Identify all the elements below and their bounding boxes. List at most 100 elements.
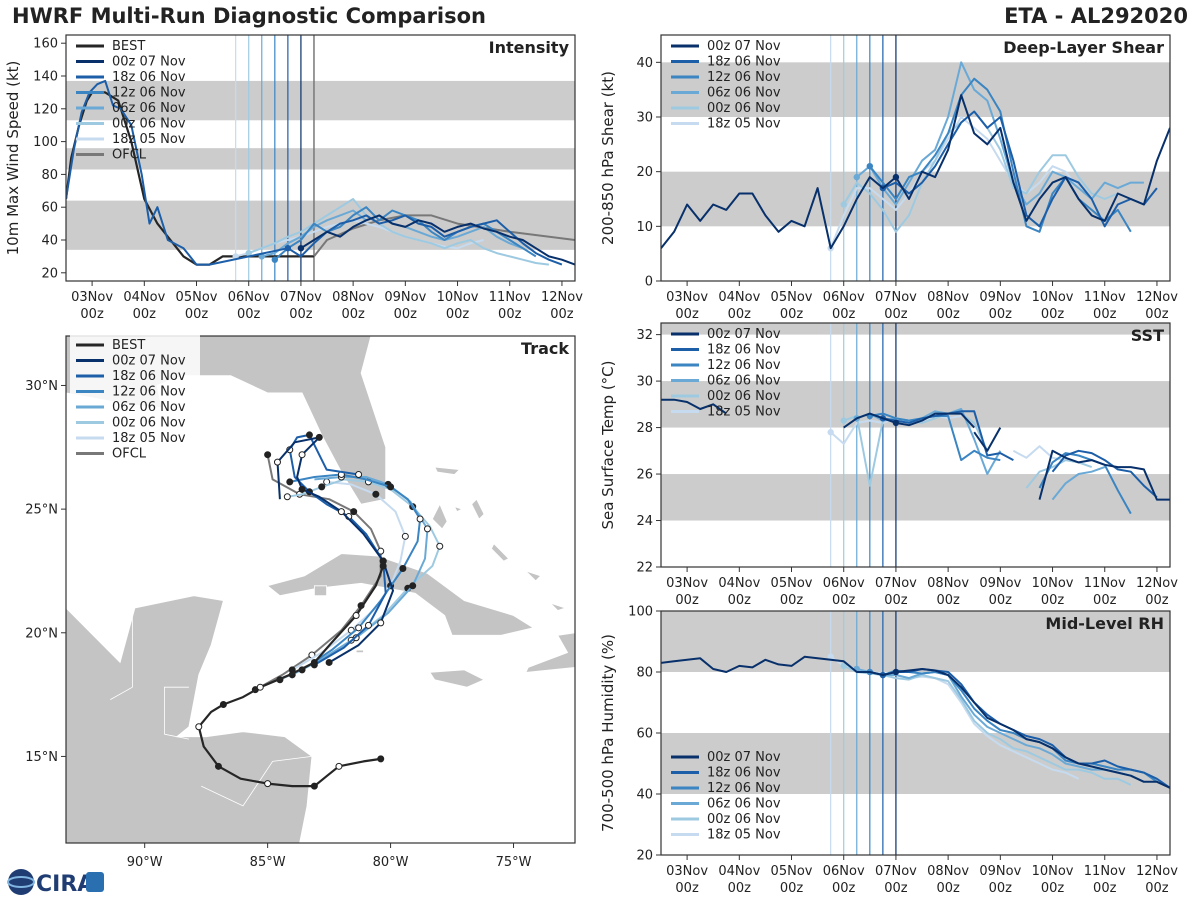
- y-tick-label: 15°N: [25, 750, 58, 765]
- threshold-band: [661, 62, 1170, 117]
- x-tick-label-date: 09Nov: [979, 864, 1021, 879]
- legend-label: 18z 06 Nov: [112, 369, 186, 384]
- y-axis-label: 200-850 hPa Shear (kt): [599, 71, 617, 245]
- panel-title: Deep-Layer Shear: [1003, 38, 1164, 57]
- series-track-marker: [325, 658, 333, 666]
- threshold-band: [661, 323, 1170, 335]
- series-track-marker: [318, 483, 326, 491]
- threshold-band: [661, 474, 1170, 521]
- x-tick-label-date: 08Nov: [927, 576, 969, 591]
- shear-panel: 0 10 20 30 40 03Nov 00z 04Nov 00z 05Nov 00z 06Nov 00…: [599, 34, 1178, 322]
- init-marker: [271, 256, 279, 263]
- land-shape: [471, 498, 485, 520]
- series-track-marker: [286, 478, 294, 486]
- axes-frame: [65, 335, 576, 844]
- x-tick-label-date: 07Nov: [280, 290, 322, 305]
- land-shape: [313, 585, 328, 597]
- y-tick-label: 25°N: [25, 503, 58, 518]
- legend-label: 12z 06 Nov: [112, 86, 186, 101]
- ofcl-track-marker: [350, 508, 358, 516]
- series-track-marker: [298, 485, 306, 493]
- x-tick-label-hour: 00z: [675, 307, 699, 322]
- series-track-marker: [377, 619, 385, 627]
- x-tick-label-hour: 00z: [936, 593, 960, 608]
- init-marker: [297, 245, 305, 252]
- y-tick-label: 20: [41, 266, 58, 281]
- land-shape: [550, 602, 567, 611]
- x-tick-label-hour: 00z: [1145, 593, 1169, 608]
- cira-logo: CIRA: [7, 869, 104, 897]
- series-line: [856, 668, 1145, 783]
- page-title: HWRF Multi-Run Diagnostic Comparison: [12, 4, 487, 28]
- legend-label: 12z 06 Nov: [707, 70, 781, 85]
- x-tick-label-hour: 00z: [289, 307, 313, 322]
- legend-label: 18z 06 Nov: [707, 343, 781, 358]
- best-track-marker: [256, 683, 264, 691]
- series-track-marker: [337, 508, 345, 516]
- init-marker: [827, 653, 834, 660]
- best-track-marker: [195, 723, 203, 731]
- axes-frame: [660, 34, 1171, 282]
- x-tick-label-hour: 00z: [1093, 593, 1117, 608]
- x-tick-label-date: 06Nov: [228, 290, 270, 305]
- y-tick-label: 26: [636, 468, 653, 483]
- x-tick-label-hour: 00z: [989, 307, 1013, 322]
- y-tick-label: 40: [41, 234, 58, 249]
- legend-label: 06z 06 Nov: [707, 86, 781, 101]
- y-axis-label: Sea Surface Temp (°C): [599, 360, 617, 529]
- best-track-marker: [352, 611, 360, 619]
- legend-label: 00z 06 Nov: [112, 416, 186, 431]
- boundary-line: [201, 756, 312, 807]
- series-line: [661, 94, 1170, 250]
- legend-label: 00z 07 Nov: [707, 750, 781, 765]
- x-tick-label-date: 12Nov: [1136, 290, 1178, 305]
- legend-label: 18z 05 Nov: [707, 405, 781, 420]
- legend-label: 00z 07 Nov: [112, 354, 186, 369]
- x-tick-label-date: 03Nov: [666, 576, 708, 591]
- series-track-marker: [298, 451, 306, 459]
- y-axis-label: 10m Max Wind Speed (kt): [4, 61, 22, 256]
- series-line: [66, 79, 563, 266]
- legend-box: [70, 335, 200, 465]
- x-tick-label-date: 07Nov: [875, 290, 917, 305]
- panel-title: Intensity: [489, 38, 570, 57]
- x-tick-label-date: 05Nov: [771, 864, 813, 879]
- x-tick-label: 90°W: [127, 855, 163, 870]
- land-shape: [525, 632, 575, 673]
- x-tick-label-date: 05Nov: [771, 290, 813, 305]
- x-tick-label-date: 12Nov: [1136, 576, 1178, 591]
- x-tick-label-date: 04Nov: [718, 290, 760, 305]
- init-marker: [840, 417, 847, 424]
- x-tick-label-date: 12Nov: [541, 290, 583, 305]
- series-line: [1051, 449, 1158, 499]
- series-track-marker: [387, 483, 395, 491]
- y-tick-label: 100: [628, 605, 653, 620]
- series-track-marker: [283, 493, 291, 501]
- legend-label: 06z 06 Nov: [112, 400, 186, 415]
- x-tick-label-hour: 00z: [780, 307, 804, 322]
- x-tick-label-hour: 00z: [884, 307, 908, 322]
- best-track-marker: [214, 762, 222, 770]
- x-tick-label-hour: 00z: [1145, 881, 1169, 896]
- threshold-band: [661, 611, 1170, 672]
- storm-id: ETA - AL292020: [1004, 4, 1188, 28]
- x-tick-label-date: 06Nov: [823, 290, 865, 305]
- land-shape: [434, 466, 461, 475]
- y-tick-label: 60: [636, 727, 653, 742]
- land-shape: [453, 505, 463, 513]
- y-tick-label: 40: [636, 788, 653, 803]
- x-tick-label-date: 04Nov: [718, 864, 760, 879]
- shear-plot-area: [661, 35, 1170, 281]
- y-tick-label: 20: [636, 849, 653, 864]
- axes-frame: [660, 322, 1171, 568]
- x-tick-label-date: 10Nov: [1032, 290, 1074, 305]
- series-track-marker: [401, 532, 409, 540]
- x-tick-label-hour: 00z: [1041, 307, 1065, 322]
- x-tick-label-date: 03Nov: [666, 290, 708, 305]
- x-tick-label-date: 03Nov: [666, 864, 708, 879]
- x-tick-label-hour: 00z: [1093, 307, 1117, 322]
- logo-text: CIRA: [36, 872, 94, 897]
- x-tick-label-date: 11Nov: [1084, 864, 1126, 879]
- x-tick-label-date: 05Nov: [771, 576, 813, 591]
- x-tick-label-hour: 00z: [728, 881, 752, 896]
